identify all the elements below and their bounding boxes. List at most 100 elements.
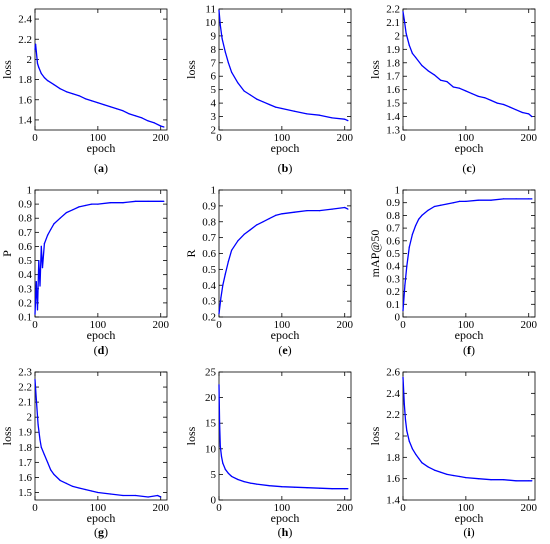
data-point — [47, 234, 49, 236]
y-tick-label: 0 — [395, 312, 401, 324]
subplot-g: 0 100 200 1.5 1.6 1.7 1.8 1.9 2 2.1 2.2 2.3 epoch los… — [0, 367, 169, 540]
x-tick-label: 100 — [274, 319, 291, 331]
data-point — [219, 24, 221, 26]
data-point — [34, 378, 36, 381]
data-point — [319, 487, 321, 489]
data-point — [440, 204, 442, 206]
data-point — [122, 110, 124, 112]
y-tick-label: 0.1 — [386, 299, 400, 311]
series-line — [402, 11, 533, 118]
data-point — [218, 313, 220, 315]
data-point — [503, 198, 505, 200]
data-point — [452, 202, 454, 204]
x-tick-label: 200 — [152, 502, 169, 514]
subplot-caption: (g) — [94, 525, 108, 539]
data-point — [331, 208, 333, 210]
data-point — [227, 62, 229, 64]
y-tick-label: 2.3 — [18, 367, 32, 379]
data-point — [347, 208, 349, 210]
data-point — [109, 202, 111, 204]
data-point — [97, 203, 99, 205]
x-axis-label: epoch — [87, 141, 116, 155]
data-point — [306, 210, 308, 212]
data-point — [78, 95, 80, 97]
data-point — [219, 445, 221, 447]
data-point — [222, 284, 224, 286]
y-tick-label: 0.6 — [386, 235, 400, 247]
y-tick-label: 2.4 — [386, 388, 400, 400]
data-point — [50, 228, 52, 231]
data-point — [41, 267, 44, 269]
axes-box — [218, 8, 352, 131]
series-line — [218, 10, 349, 122]
data-point — [459, 475, 461, 478]
data-point — [459, 87, 461, 89]
data-point — [411, 448, 413, 450]
subplot-caption: (e) — [278, 343, 291, 357]
data-point — [35, 281, 37, 283]
data-point — [221, 38, 223, 40]
data-point — [275, 214, 277, 216]
data-point — [418, 218, 420, 220]
data-point — [231, 475, 233, 477]
data-point — [418, 457, 420, 459]
x-tick-label: 0 — [32, 319, 38, 331]
data-point — [408, 44, 410, 46]
data-point — [262, 101, 264, 103]
data-point — [319, 210, 321, 212]
data-point — [220, 297, 222, 299]
y-tick-label: 1.4 — [386, 495, 400, 507]
data-point — [218, 9, 220, 11]
data-point — [411, 52, 413, 55]
data-point — [490, 199, 492, 201]
y-tick-label: 15 — [205, 418, 217, 430]
data-point — [160, 200, 162, 202]
data-point — [91, 490, 93, 492]
y-tick-label: 2.2 — [18, 382, 32, 394]
x-axis-label: epoch — [455, 328, 484, 342]
series-line — [218, 384, 348, 490]
data-point — [43, 454, 46, 456]
x-tick-label: 100 — [458, 502, 475, 514]
data-point — [59, 479, 61, 481]
data-point — [39, 285, 41, 287]
data-point — [153, 122, 155, 124]
data-point — [528, 113, 530, 115]
y-tick-label: 2.2 — [386, 4, 400, 16]
data-point — [490, 99, 492, 101]
y-tick-label: 6 — [211, 71, 217, 83]
x-tick-label: 100 — [458, 319, 475, 331]
data-point — [163, 126, 165, 128]
y-tick-label: 1.9 — [386, 44, 400, 56]
y-tick-label: 1.5 — [18, 487, 32, 499]
axes-box — [402, 8, 536, 131]
data-point — [281, 486, 283, 488]
data-point — [147, 200, 149, 202]
y-tick-label: 1.6 — [18, 472, 32, 484]
subplot-f: 0 100 200 00.10.20.30.40.50.60.70.80.91 epoc… — [368, 185, 537, 358]
y-tick-label: 1.8 — [18, 74, 32, 86]
data-point — [402, 376, 404, 378]
data-point — [515, 480, 517, 482]
series-line — [34, 379, 161, 498]
y-tick-label: 0.2 — [202, 312, 216, 324]
data-point — [446, 473, 448, 475]
data-point — [47, 461, 49, 463]
y-tick-label: 1.7 — [386, 71, 400, 83]
series-line — [34, 43, 165, 128]
data-point — [91, 100, 93, 102]
data-point — [484, 97, 486, 99]
y-tick-label: 0.1 — [18, 312, 32, 324]
y-tick-label: 4 — [211, 98, 217, 110]
data-point — [256, 483, 258, 485]
data-point — [459, 200, 461, 202]
data-point — [40, 245, 42, 247]
data-point — [122, 494, 124, 497]
y-tick-label: 7 — [211, 57, 217, 69]
data-point — [503, 103, 505, 106]
y-tick-label: 2 — [27, 54, 33, 66]
data-point — [141, 117, 143, 119]
data-point — [35, 43, 37, 45]
data-point — [237, 240, 239, 242]
data-point — [404, 284, 406, 286]
